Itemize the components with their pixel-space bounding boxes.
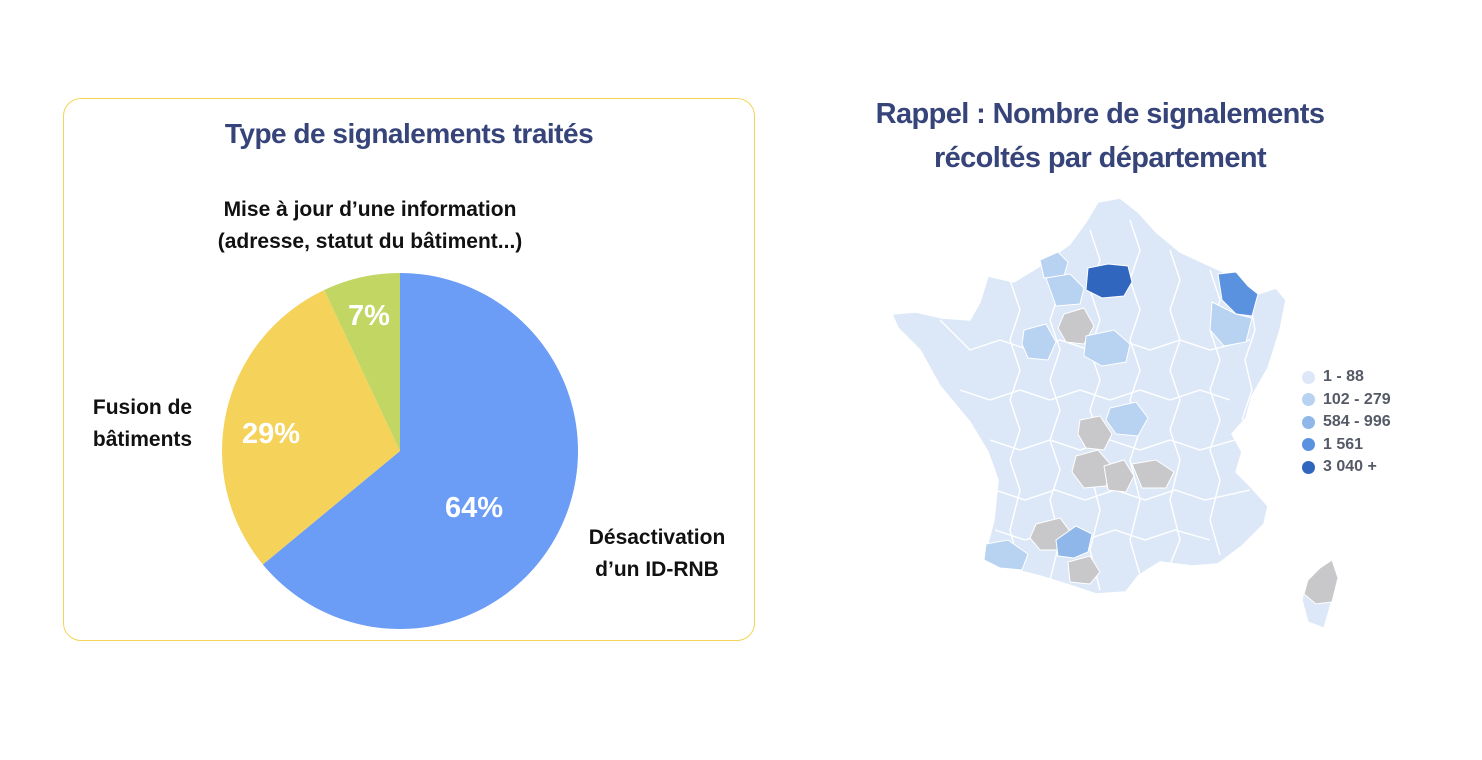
dept-lightblue-northeast xyxy=(1209,301,1253,347)
pie-slice-fusion xyxy=(221,289,400,565)
dept-nodata-center-c xyxy=(1103,459,1135,493)
legend-swatch xyxy=(1302,438,1315,452)
legend-swatch xyxy=(1302,460,1315,474)
corsica-nodata xyxy=(1303,559,1339,605)
map-title-line2: récoltés par département xyxy=(933,142,1267,174)
legend-label: 1 - 88 xyxy=(1323,368,1364,386)
pie-chart-title: Type de signalements traités xyxy=(224,118,594,149)
map-legend: 1 - 88 102 - 279 584 - 996 1 561 3 040 + xyxy=(1302,366,1391,479)
legend-item: 102 - 279 xyxy=(1302,389,1391,412)
map-title: Rappel : Nombre de signalements récoltés… xyxy=(830,92,1370,180)
map-title-line1: Rappel : Nombre de signalements xyxy=(875,98,1325,130)
category-label-mise-a-jour: Mise à jour d’une information (adresse, … xyxy=(200,194,540,258)
map-base xyxy=(890,197,1339,629)
legend-label: 102 - 279 xyxy=(1323,390,1391,408)
dept-lightblue-center-north xyxy=(1083,329,1131,367)
france-department-map xyxy=(890,197,1339,629)
dept-nodata-center-b xyxy=(1071,449,1113,489)
dept-mediumblue-northeast xyxy=(1217,271,1259,317)
dept-nodata-south xyxy=(1067,555,1101,585)
slice-label-mise-a-jour: 7% xyxy=(348,300,390,332)
dept-lightblue-center xyxy=(1105,401,1149,437)
pie-chart xyxy=(221,273,578,629)
dept-nodata-west xyxy=(1057,307,1095,345)
legend-item: 584 - 996 xyxy=(1302,411,1391,434)
legend-swatch xyxy=(1302,370,1315,384)
category-label-mise-line2: (adresse, statut du bâtiment...) xyxy=(217,230,523,253)
legend-item: 1 561 xyxy=(1302,434,1391,457)
category-label-fusion-line2: bâtiments xyxy=(92,428,193,451)
dept-nodata-center-a xyxy=(1077,415,1113,451)
dept-darkblue-north xyxy=(1085,263,1133,299)
mainland-france-shape xyxy=(890,197,1287,595)
highlighted-departments xyxy=(983,251,1259,585)
category-label-fusion: Fusion de bâtiments xyxy=(70,392,215,456)
dept-lightblue-west xyxy=(1021,323,1057,361)
category-label-fusion-line1: Fusion de xyxy=(92,396,193,419)
category-label-desactivation: Désactivation d’un ID-RNB xyxy=(572,522,742,586)
dept-lightblue-northwest-b xyxy=(1045,273,1085,307)
legend-swatch xyxy=(1302,393,1315,407)
pie-slice-mise-a-jour xyxy=(324,273,400,451)
legend-label: 1 561 xyxy=(1323,435,1364,453)
legend-swatch xyxy=(1302,415,1315,429)
slice-label-desactivation: 64% xyxy=(445,492,504,524)
dept-nodata-center-d xyxy=(1131,459,1175,489)
pie-slice-desactivation xyxy=(262,273,578,629)
slice-label-fusion: 29% xyxy=(242,418,301,450)
category-label-desact-line2: d’un ID-RNB xyxy=(595,558,719,581)
legend-label: 584 - 996 xyxy=(1323,413,1391,431)
dept-lightblue-southwest xyxy=(983,539,1029,571)
dept-lightblue-northwest-a xyxy=(1039,251,1069,279)
dept-mediumblue-south xyxy=(1055,525,1093,559)
category-label-mise-line1: Mise à jour d’une information xyxy=(223,198,517,221)
legend-item: 3 040 + xyxy=(1302,456,1391,479)
category-label-desact-line1: Désactivation xyxy=(588,526,726,549)
legend-label: 3 040 + xyxy=(1323,458,1377,476)
legend-item: 1 - 88 xyxy=(1302,366,1391,389)
